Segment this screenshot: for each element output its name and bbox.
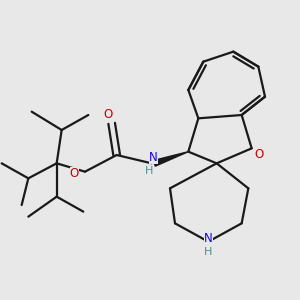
Text: O: O <box>70 167 79 180</box>
Text: O: O <box>254 148 264 161</box>
Polygon shape <box>153 152 188 166</box>
Text: H: H <box>145 166 153 176</box>
Text: H: H <box>204 247 212 257</box>
Text: O: O <box>103 107 112 121</box>
Text: N: N <box>149 151 158 164</box>
Text: N: N <box>204 232 213 245</box>
